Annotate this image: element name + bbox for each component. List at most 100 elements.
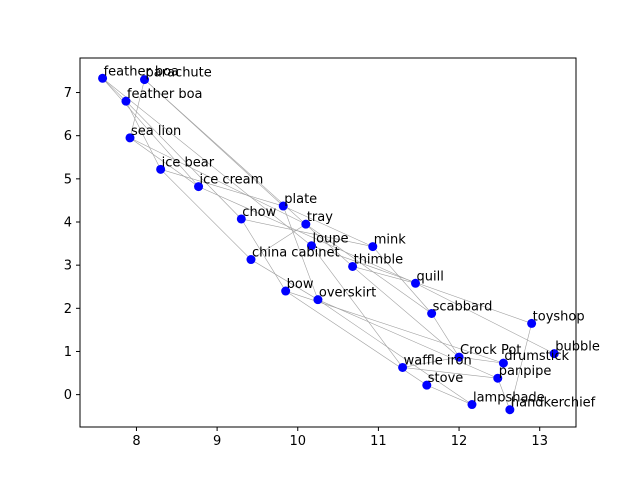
- point-label: ice bear: [162, 155, 215, 170]
- point-label: waffle iron: [404, 353, 472, 368]
- edge-line: [125, 100, 242, 220]
- point-label: chow: [242, 205, 276, 220]
- edge-line: [311, 245, 532, 324]
- edge-line: [415, 283, 555, 354]
- point-label: feather boa: [104, 64, 180, 79]
- data-point: [422, 380, 432, 390]
- plot-frame: [79, 57, 577, 428]
- point-label: china cabinet: [252, 246, 340, 261]
- data-point: [348, 261, 358, 271]
- edge-line: [241, 218, 373, 247]
- data-point: [498, 358, 508, 368]
- point-label: feather boa: [127, 87, 203, 102]
- y-tick-label: 5: [64, 172, 72, 187]
- y-tick-label: 6: [64, 129, 72, 144]
- edge-line: [509, 323, 532, 410]
- data-point: [313, 295, 323, 305]
- edge-line: [102, 78, 127, 102]
- x-tick-label: 12: [451, 434, 468, 449]
- point-label: loupe: [312, 232, 348, 247]
- data-point: [505, 405, 515, 415]
- edge-line: [431, 313, 460, 358]
- point-label: quill: [417, 269, 444, 284]
- point-label: plate: [284, 192, 317, 207]
- edge-line: [317, 299, 473, 405]
- data-point: [454, 352, 464, 362]
- edge-line: [283, 205, 373, 247]
- data-point: [527, 318, 537, 328]
- y-tick-label: 1: [64, 345, 72, 360]
- point-label: parachute: [146, 66, 212, 81]
- edge-line: [402, 356, 460, 368]
- point-label: thimble: [354, 252, 403, 267]
- data-point: [549, 349, 559, 359]
- point-label: bubble: [555, 340, 600, 355]
- data-point: [156, 164, 166, 174]
- data-point: [306, 241, 316, 251]
- data-point: [246, 255, 256, 265]
- data-point: [278, 201, 288, 211]
- point-label: drumstick: [504, 349, 569, 364]
- point-label: toyshop: [533, 309, 585, 324]
- data-point: [427, 308, 437, 318]
- point-label: scabbard: [433, 299, 493, 314]
- x-tick-label: 13: [531, 434, 548, 449]
- x-tick-label: 8: [132, 434, 140, 449]
- point-label: panpipe: [499, 364, 552, 379]
- edge-line: [102, 78, 199, 187]
- point-label: stove: [428, 371, 464, 386]
- y-tick-label: 7: [64, 86, 72, 101]
- point-label: ice cream: [200, 173, 264, 188]
- edge-line: [250, 259, 319, 300]
- data-point: [368, 242, 378, 252]
- edge-line: [250, 223, 306, 260]
- data-point: [236, 214, 246, 224]
- edge-line: [102, 78, 312, 246]
- data-point: [398, 362, 408, 372]
- edge-line: [497, 378, 511, 410]
- y-tick-label: 0: [64, 388, 72, 403]
- edge-line: [129, 79, 145, 138]
- edge-line: [426, 384, 473, 405]
- point-label: Crock Pot: [460, 343, 521, 358]
- edge-line: [125, 101, 161, 170]
- edge-line: [352, 266, 416, 284]
- data-point: [281, 286, 291, 296]
- edge-line: [129, 137, 199, 187]
- y-tick-label: 3: [64, 259, 72, 274]
- point-label: bow: [287, 277, 314, 292]
- edge-line: [285, 290, 504, 364]
- edge-line: [352, 266, 460, 358]
- edge-line: [198, 186, 416, 284]
- data-point: [467, 400, 477, 410]
- edge-line: [160, 169, 284, 207]
- x-tick-label: 10: [289, 434, 306, 449]
- point-label: handkerchief: [511, 396, 596, 411]
- data-point: [98, 73, 108, 83]
- data-point: [140, 75, 150, 85]
- x-tick-label: 9: [213, 434, 221, 449]
- edge-line: [317, 299, 498, 379]
- edge-line: [402, 367, 498, 379]
- data-point: [121, 96, 131, 106]
- point-label: sea lion: [131, 124, 181, 139]
- point-label: mink: [374, 233, 407, 248]
- edge-line: [282, 205, 319, 300]
- edge-line: [459, 356, 504, 364]
- edge-line: [305, 223, 432, 314]
- edge-line: [372, 246, 432, 314]
- x-tick-label: 11: [370, 434, 387, 449]
- data-point: [493, 373, 503, 383]
- y-tick-label: 4: [64, 216, 72, 231]
- y-tick-label: 2: [64, 302, 72, 317]
- y-axis: 0 1 2 3 4 5 6 7: [64, 86, 80, 403]
- edge-line: [129, 137, 306, 225]
- points-layer: [98, 73, 559, 415]
- x-axis: 8 9 10 11 12 13: [132, 427, 548, 449]
- point-label: tray: [307, 210, 333, 225]
- edge-line: [241, 218, 286, 292]
- edges-layer: [102, 78, 555, 410]
- edge-line: [160, 169, 252, 260]
